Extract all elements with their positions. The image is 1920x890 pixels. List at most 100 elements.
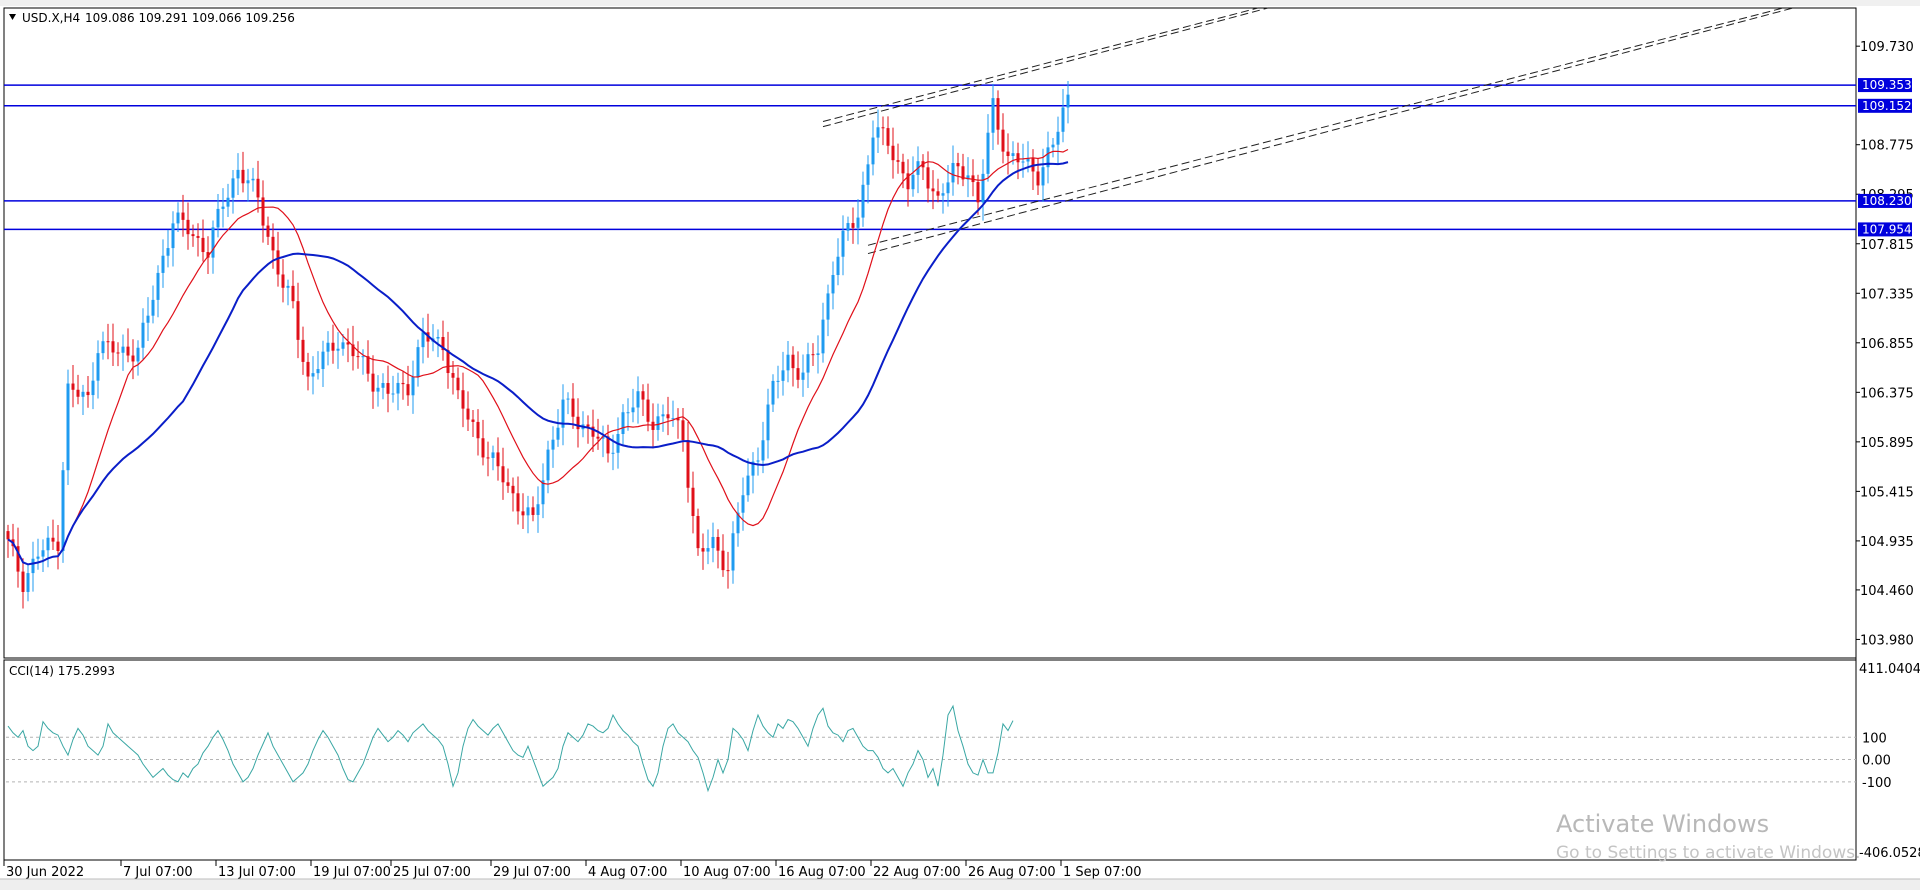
candle: [101, 331, 105, 360]
candle: [971, 159, 975, 197]
candle-body: [956, 162, 960, 167]
top-toolbar-strip: [0, 0, 1920, 6]
candle: [311, 356, 315, 395]
candle: [961, 153, 965, 187]
candle: [601, 425, 605, 458]
candle-body: [301, 339, 305, 362]
candle: [861, 171, 865, 227]
channel-line[interactable]: [822, 7, 1269, 128]
candle: [41, 539, 45, 572]
candle: [1066, 80, 1070, 124]
candle: [106, 323, 110, 360]
candle-body: [606, 436, 610, 454]
candle-body: [86, 391, 90, 396]
candle: [386, 365, 390, 413]
channel-line[interactable]: [867, 7, 1794, 255]
candle-body: [221, 206, 225, 209]
candle: [261, 180, 265, 243]
candle: [466, 391, 470, 432]
candle-body: [716, 536, 720, 551]
candle-body: [941, 193, 945, 196]
candle: [876, 109, 880, 153]
candle-body: [226, 197, 230, 207]
cci-line: [7, 704, 1014, 793]
candle: [811, 343, 815, 367]
time-tick-label: 4 Aug 07:00: [588, 865, 667, 880]
candle: [401, 370, 405, 400]
candle: [846, 216, 850, 241]
price-tick-label: 105.415: [1860, 485, 1914, 500]
candle-body: [676, 418, 680, 421]
candle-body: [486, 457, 490, 459]
candle: [196, 223, 200, 257]
channel-line[interactable]: [867, 7, 1784, 246]
candle-body: [326, 342, 330, 352]
candle: [251, 167, 255, 192]
candle: [496, 437, 500, 481]
candle-body: [316, 369, 320, 374]
candle-body: [66, 383, 70, 471]
candle-body: [541, 480, 545, 505]
candle-body: [116, 352, 120, 354]
candle-body: [591, 426, 595, 437]
candle-body: [691, 487, 695, 516]
candle: [746, 458, 750, 502]
candle-body: [671, 418, 675, 420]
candle: [881, 116, 885, 146]
candle-body: [216, 208, 220, 228]
candle: [921, 154, 925, 181]
level-price-tag: [1858, 98, 1912, 113]
candle-body: [881, 127, 885, 129]
candle: [636, 376, 640, 424]
candle-body: [851, 223, 855, 228]
price-tick-label: 103.980: [1860, 633, 1914, 648]
candle: [506, 468, 510, 493]
candle: [766, 388, 770, 459]
candle: [306, 352, 310, 391]
time-tick-label: 26 Aug 07:00: [968, 865, 1056, 880]
candle-body: [611, 452, 615, 454]
candle-body: [986, 132, 990, 174]
candle-body: [946, 182, 950, 194]
candle: [626, 398, 630, 431]
candle-body: [256, 178, 260, 198]
candle: [531, 496, 535, 522]
candle-body: [156, 272, 160, 300]
collapse-arrow-icon[interactable]: [9, 14, 16, 20]
candle: [376, 375, 380, 407]
candle: [356, 341, 360, 369]
candle: [1056, 116, 1060, 164]
candle: [1001, 113, 1005, 164]
candle: [776, 365, 780, 399]
candle: [566, 392, 570, 415]
candle: [911, 156, 915, 197]
candle: [331, 324, 335, 364]
time-tick-label: 16 Aug 07:00: [778, 865, 866, 880]
candle-body: [791, 354, 795, 369]
candle: [941, 183, 945, 214]
candle-body: [271, 236, 275, 251]
candle: [216, 193, 220, 238]
candle: [816, 335, 820, 374]
candle-body: [636, 391, 640, 408]
price-axis: 109.730108.775108.295107.815107.335106.8…: [1856, 40, 1914, 648]
candle: [796, 351, 800, 389]
candle-body: [711, 536, 715, 549]
candle: [1031, 149, 1035, 191]
candle: [1016, 142, 1020, 180]
candle-body: [161, 255, 165, 273]
candle-body: [506, 482, 510, 486]
candle: [1061, 88, 1065, 143]
candle: [1021, 143, 1025, 178]
candle: [21, 558, 25, 609]
candle-body: [806, 354, 810, 373]
candle: [606, 424, 610, 463]
level-price-label: 109.353: [1862, 78, 1912, 92]
candle-body: [926, 167, 930, 189]
candle: [896, 143, 900, 174]
candle: [286, 279, 290, 306]
channel-line[interactable]: [822, 7, 1259, 122]
candle: [741, 477, 745, 531]
candle: [421, 317, 425, 364]
candle-body: [191, 234, 195, 237]
